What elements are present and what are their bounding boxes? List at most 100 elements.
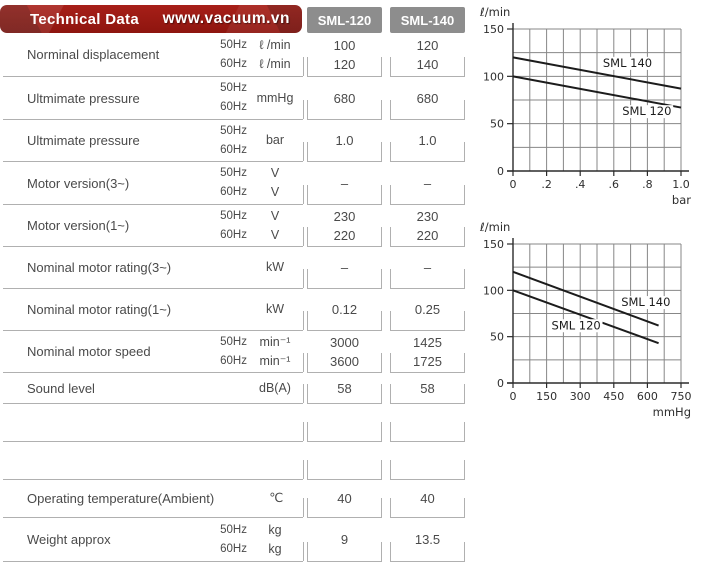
row-frequency: 50Hz 60Hz xyxy=(210,77,247,119)
y-tick-label: 0 xyxy=(497,165,504,178)
row-frequency: 50Hz 60Hz xyxy=(210,120,247,161)
row-label: Ultmimate pressure xyxy=(27,133,140,148)
value-cell-sml-140: 1.0 xyxy=(390,120,465,162)
spec-table: Technical Data www.vacuum.vn SML-120 SML… xyxy=(0,5,470,562)
series-label-bg xyxy=(548,319,603,333)
value-cell-sml-140 xyxy=(390,442,465,480)
row-frequency xyxy=(210,442,247,479)
value-cell-sml-120: 0.12 xyxy=(307,289,382,331)
row-frequency: 50Hz 60Hz xyxy=(210,331,247,372)
cell-line: dB(A) xyxy=(259,380,291,395)
page-title: Technical Data xyxy=(30,10,139,28)
series-label-sml-120: SML 120 xyxy=(552,318,601,332)
table-body: Norminal displacement 50Hz 60Hz ℓ /min ℓ /mi… xyxy=(0,33,470,562)
cell-line: – xyxy=(423,260,432,275)
cell-line: 50Hz xyxy=(220,209,247,222)
series-label-sml-140: SML 140 xyxy=(621,295,670,309)
website-text: www.vacuum.vn xyxy=(162,10,290,27)
x-tick-label: 150 xyxy=(536,390,557,403)
row-label: Ultmimate pressure xyxy=(27,90,140,106)
cell-line: ℓ /min xyxy=(259,37,291,52)
row-label-cell: Motor version(1~) 50Hz 60Hz V V xyxy=(3,205,304,247)
cell-line: 1.0 xyxy=(418,133,437,148)
row-unit: bar xyxy=(247,120,303,161)
row-label: Weight approx xyxy=(27,532,111,547)
row-unit xyxy=(247,442,303,479)
table-row: Weight approx 50Hz 60Hz kg kg 9 13.5 xyxy=(0,518,470,562)
value-cell-sml-120: – xyxy=(307,162,382,205)
x-tick-label: 1.0 xyxy=(672,178,690,191)
value-cell-sml-140: 230 220 xyxy=(390,205,465,247)
cell-line: 230 xyxy=(333,208,356,224)
cell-line: 58 xyxy=(337,380,352,396)
cell-line: 1.0 xyxy=(335,133,354,148)
cell-line: 60Hz xyxy=(220,186,247,198)
cell-line: mmHg xyxy=(256,90,294,105)
row-unit: kW xyxy=(247,289,303,330)
cell-line: 1725 xyxy=(413,353,442,369)
table-row: Sound level dB(A) 58 58 xyxy=(0,373,470,404)
header-bar: Technical Data www.vacuum.vn xyxy=(0,5,302,33)
x-tick-label: .4 xyxy=(575,178,586,191)
row-frequency xyxy=(214,480,249,517)
row-label: Nominal motor rating(3~) xyxy=(27,260,172,275)
cell-line: – xyxy=(340,175,349,191)
cell-line: 0.25 xyxy=(414,302,441,317)
row-unit: kW xyxy=(247,247,303,288)
series-line-sml-140 xyxy=(512,270,659,327)
cell-line: 60Hz xyxy=(220,354,247,367)
x-tick-label: 600 xyxy=(637,390,658,403)
value-cell-sml-140: 680 xyxy=(390,77,465,120)
cell-line: 60Hz xyxy=(220,143,247,156)
cell-line: 0.12 xyxy=(331,302,358,317)
performance-charts: 0 .2 .4 .6 .8 1.0 0 50 100 150 ℓ/min bar SML 140 SML … xyxy=(470,0,720,570)
column-header-sml-120: SML-120 xyxy=(307,7,382,33)
row-unit: ℃ xyxy=(250,480,304,517)
cell-line: bar xyxy=(265,133,285,147)
value-cell-sml-120: 1.0 xyxy=(307,120,382,162)
chart-x-axis-label: mmHg xyxy=(653,405,691,419)
cell-line: V xyxy=(270,166,280,180)
x-tick-label: 300 xyxy=(570,390,591,403)
y-tick-label: 100 xyxy=(483,70,504,83)
row-label: Motor version(1~) xyxy=(27,218,130,233)
cell-line: V xyxy=(270,227,280,242)
cell-line: 50Hz xyxy=(220,167,247,179)
series-label-bg xyxy=(599,56,654,70)
cell-line: 120 xyxy=(416,37,439,53)
cell-line: 58 xyxy=(420,380,435,396)
value-cell-sml-140: 120 140 xyxy=(390,33,465,77)
table-row: Nominal motor rating(1~) kW 0.12 0.25 xyxy=(0,289,470,331)
row-label-cell: Ultmimate pressure 50Hz 60Hz bar xyxy=(3,120,304,162)
row-label-cell: Sound level dB(A) xyxy=(3,373,304,404)
cell-line: min⁻¹ xyxy=(259,353,291,368)
table-row: Ultmimate pressure 50Hz 60Hz mmHg 680 680 xyxy=(0,77,470,120)
value-cell-sml-120: 40 xyxy=(307,480,382,518)
cell-line: kg xyxy=(268,522,282,537)
series-label-sml-140: SML 140 xyxy=(603,56,652,70)
value-cell-sml-140: 40 xyxy=(390,480,465,518)
value-cell-sml-120: 100 120 xyxy=(307,33,382,77)
value-cell-sml-120: 3000 3600 xyxy=(307,331,382,373)
y-tick-label: 50 xyxy=(490,331,504,344)
y-tick-label: 100 xyxy=(483,284,504,297)
x-tick-label: 450 xyxy=(603,390,624,403)
cell-line: 50Hz xyxy=(220,335,247,348)
cell-line: 230 xyxy=(416,208,439,224)
value-cell-sml-120 xyxy=(307,442,382,480)
cell-line: 60Hz xyxy=(220,101,247,113)
x-tick-label: .2 xyxy=(541,178,552,191)
cell-line: 60Hz xyxy=(220,57,247,70)
table-row xyxy=(0,404,470,442)
cell-line: 140 xyxy=(416,56,439,72)
row-unit: dB(A) xyxy=(247,373,303,403)
row-frequency: 50Hz 60Hz xyxy=(210,205,247,246)
y-tick-label: 150 xyxy=(483,23,504,36)
cell-line: 120 xyxy=(333,56,356,72)
value-cell-sml-120: – xyxy=(307,247,382,289)
table-row: Operating temperature(Ambient) ℃ 40 40 xyxy=(0,480,470,518)
cell-line: 50Hz xyxy=(220,523,247,536)
cell-line: 220 xyxy=(333,227,356,243)
